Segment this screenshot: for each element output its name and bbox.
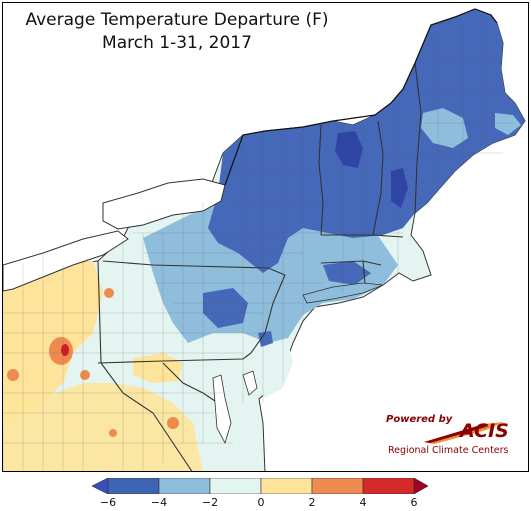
hot-spot-va-east [109, 429, 117, 437]
legend-tick-label: 4 [359, 496, 367, 509]
canada-border [224, 8, 498, 186]
legend-tick-label: 0 [257, 496, 265, 509]
delaware-bay [242, 370, 258, 396]
cold-patch-pa [203, 288, 248, 328]
legend-bin-above [413, 478, 428, 494]
map-frame [2, 2, 529, 472]
lake-erie [3, 230, 129, 292]
cold-region-northeast [208, 9, 525, 273]
logo-powered-by: Powered by [386, 414, 453, 425]
legend-bin-4 [260, 478, 313, 494]
legend-bin-5 [311, 478, 364, 494]
legend-bin-1 [107, 478, 160, 494]
legend-bin-6 [362, 478, 415, 494]
cool-patch-maine-coast [495, 113, 521, 135]
pa-oh-border [97, 260, 102, 364]
hot-spot-ohio [7, 369, 19, 381]
legend-bin-2 [158, 478, 211, 494]
logo-swoosh-icon [424, 422, 504, 444]
legend-tick-label: −2 [201, 496, 219, 509]
legend-tick-label: 6 [410, 496, 418, 509]
very-cold-nh [391, 168, 408, 208]
legend-tick-label: −6 [99, 496, 117, 509]
hot-spot-pittsburgh [49, 337, 73, 365]
logo-brand: ACIS [460, 420, 509, 442]
cool-patch-maine [421, 108, 468, 148]
ct-ri-border [362, 260, 366, 284]
nj-pa-border [250, 274, 286, 354]
map-title: Average Temperature Departure (F) [25, 10, 329, 30]
very-hot-spot [61, 344, 69, 356]
ny-pa-border [102, 260, 286, 276]
acis-logo: Powered by ACIS Regional Climate Centers [384, 412, 516, 460]
ma-north-border [321, 234, 404, 238]
nh-me-border [414, 62, 422, 214]
legend-tick-label: 2 [308, 496, 316, 509]
ny-vt-border [318, 124, 324, 236]
hot-spot-va [167, 417, 179, 429]
legend-tick-label: −4 [150, 496, 168, 509]
hot-spot-ohio-north [104, 288, 114, 298]
very-cold-vt [335, 131, 363, 168]
cold-patch-nj [258, 331, 273, 347]
legend-bin-below [92, 478, 109, 494]
county-lines [3, 13, 513, 471]
cold-patch-ct [323, 261, 371, 285]
chesapeake-bay [212, 374, 232, 445]
lake-ontario [102, 178, 226, 230]
md-va-border [162, 362, 216, 402]
legend-bin-3 [209, 478, 262, 494]
warm-region-south [3, 383, 203, 471]
map-subtitle: March 1-31, 2017 [102, 33, 252, 53]
temperature-departure-map [3, 8, 526, 471]
legend-colorbar [92, 478, 428, 494]
logo-subtitle: Regional Climate Centers [388, 445, 509, 456]
vt-nh-border [372, 120, 384, 236]
hot-spot-wv [80, 370, 90, 380]
